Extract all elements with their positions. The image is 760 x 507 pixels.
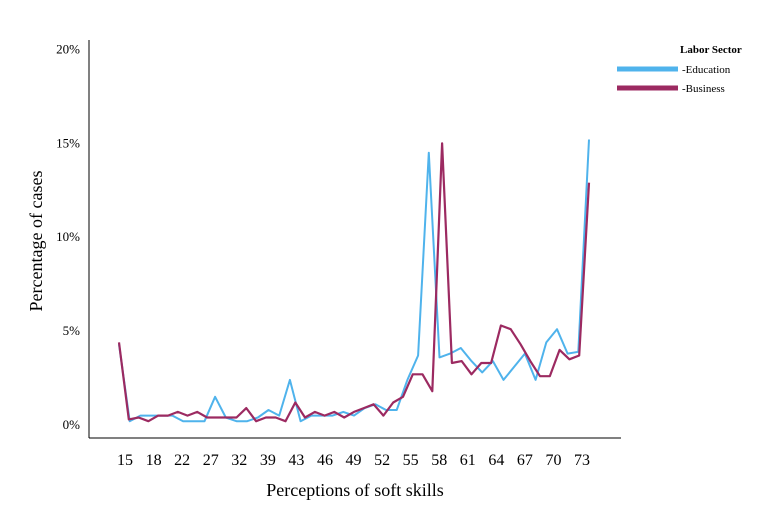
x-tick-label: 27 <box>203 452 219 469</box>
x-tick-label: 55 <box>403 452 419 469</box>
x-axis-title: Perceptions of soft skills <box>266 480 444 500</box>
x-tick-label: 43 <box>288 452 304 469</box>
series-lines <box>117 139 591 423</box>
x-tick-label: 39 <box>260 452 276 469</box>
x-tick-label: 46 <box>317 452 333 469</box>
series-line-education <box>118 139 590 423</box>
y-ticks: 0% 5% 10% 15% 20% <box>56 41 80 432</box>
legend-title: Labor Sector <box>680 44 742 56</box>
y-tick-label: 20% <box>56 41 80 56</box>
x-ticks: 15 18 22 27 32 39 43 46 49 52 55 58 61 64 67 70 73 <box>117 452 590 469</box>
x-tick-label: 18 <box>146 452 162 469</box>
x-tick-label: 67 <box>517 452 533 469</box>
x-tick-label: 49 <box>346 452 362 469</box>
y-tick-label: 5% <box>63 323 81 338</box>
x-tick-label: 70 <box>545 452 561 469</box>
y-tick-label: 15% <box>56 135 80 150</box>
x-tick-label: 58 <box>431 452 447 469</box>
x-tick-label: 15 <box>117 452 133 469</box>
y-tick-label: 10% <box>56 229 80 244</box>
x-tick-label: 64 <box>488 452 504 469</box>
y-tick-label: 0% <box>63 417 81 432</box>
x-tick-label: 73 <box>574 452 590 469</box>
legend-label-business: -Business <box>682 83 725 95</box>
legend-label-education: -Education <box>682 64 731 76</box>
x-tick-label: 52 <box>374 452 390 469</box>
legend: Labor Sector -Education -Business <box>617 44 742 95</box>
series-line-business <box>117 142 591 423</box>
x-tick-label: 32 <box>231 452 247 469</box>
y-axis-title: Percentage of cases <box>26 171 46 312</box>
x-tick-label: 61 <box>460 452 476 469</box>
x-tick-label: 22 <box>174 452 190 469</box>
